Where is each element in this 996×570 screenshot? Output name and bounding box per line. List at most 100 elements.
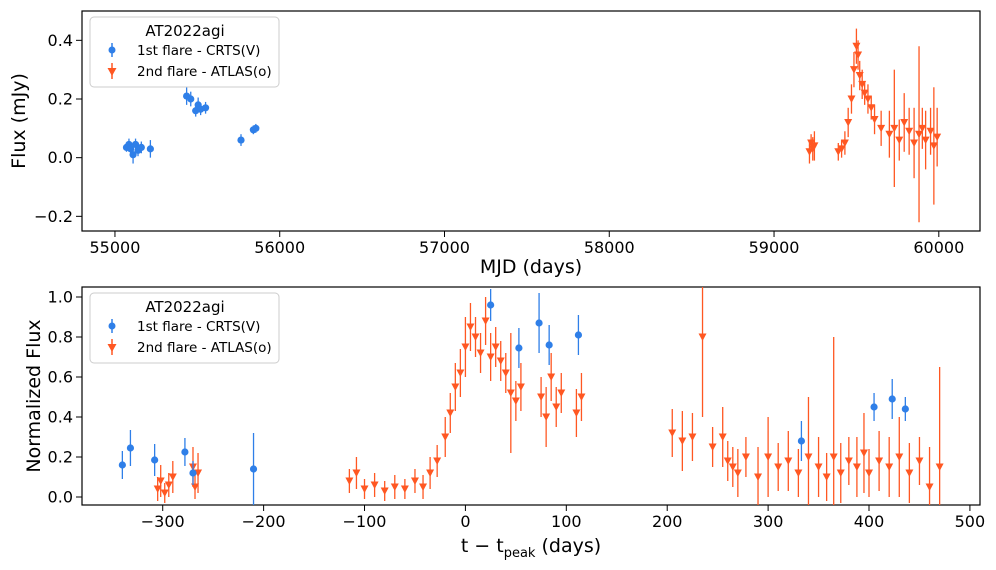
data-point <box>352 469 361 477</box>
data-point <box>870 116 879 124</box>
legend-label-crts: 1st flare - CRTS(V) <box>137 319 260 335</box>
data-point <box>698 333 707 341</box>
data-point <box>836 469 845 477</box>
data-point <box>201 104 210 112</box>
y-ticks: 0.0 0.2 0.4 0.6 0.8 1.0 <box>48 288 82 507</box>
data-point <box>852 42 861 51</box>
data-point <box>865 469 874 477</box>
data-point <box>890 124 899 133</box>
data-point <box>925 483 934 491</box>
legend-marker-crts <box>108 43 116 57</box>
series-crts <box>122 87 260 164</box>
data-point <box>451 383 460 391</box>
x-ticks: −300 −200 −100 0 100 200 300 400 500 <box>141 505 985 531</box>
y-tick-label: 0.4 <box>48 408 73 427</box>
data-point <box>718 433 727 441</box>
data-point <box>844 118 853 127</box>
data-point <box>900 118 909 127</box>
data-point <box>577 393 586 401</box>
data-point <box>181 448 189 456</box>
data-point <box>146 145 154 153</box>
legend: AT2022agi 1st flare - CRTS(V) 2nd flare … <box>89 16 280 88</box>
legend-title: AT2022agi <box>145 22 224 40</box>
x-tick-label: 400 <box>854 512 885 531</box>
legend-marker-atlas <box>107 339 117 355</box>
data-point <box>511 397 520 405</box>
data-point <box>895 136 904 145</box>
data-point <box>810 142 819 150</box>
data-point <box>360 485 369 493</box>
data-point <box>515 344 523 352</box>
data-point <box>849 66 858 74</box>
data-point <box>935 463 944 471</box>
data-point <box>859 449 868 457</box>
x-ticks: 55000 56000 57000 58000 59000 60000 <box>90 231 964 257</box>
data-point <box>764 453 773 461</box>
data-point <box>491 343 500 351</box>
y-tick-label: 0.0 <box>48 148 73 167</box>
data-point <box>126 444 135 452</box>
data-point <box>426 469 435 477</box>
y-tick-label: 0.2 <box>48 448 73 467</box>
panel-normalized: −300 −200 −100 0 100 200 300 400 500 0.00.20.40.… <box>23 286 985 561</box>
data-point <box>542 413 551 421</box>
legend-label-atlas: 2nd flare - ATLAS(o) <box>137 340 272 356</box>
legend: AT2022agi 1st flare - CRTS(V) 2nd flare … <box>89 292 280 364</box>
legend-frame <box>89 16 280 88</box>
data-point <box>557 389 566 397</box>
data-point <box>168 473 177 481</box>
plot-frame <box>81 286 981 506</box>
data-point <box>754 473 763 481</box>
data-point <box>668 429 677 437</box>
data-point <box>905 469 914 477</box>
data-point <box>574 331 583 339</box>
data-point <box>860 89 869 98</box>
data-point <box>844 457 853 465</box>
data-point <box>466 323 475 331</box>
data-point <box>156 477 165 485</box>
legend-frame <box>89 292 280 364</box>
data-point <box>837 145 846 153</box>
data-point <box>345 477 354 485</box>
data-point <box>852 463 861 471</box>
data-marks <box>118 287 944 505</box>
legend-marker-atlas <box>107 63 117 79</box>
data-point <box>151 456 159 464</box>
data-point <box>885 130 894 139</box>
data-point <box>486 353 495 361</box>
data-point <box>915 130 924 139</box>
data-point <box>877 124 886 133</box>
legend-marker-crts <box>108 319 116 333</box>
x-tick-label: −100 <box>343 512 387 531</box>
data-point <box>164 481 173 489</box>
data-point <box>252 124 260 132</box>
data-point <box>678 437 687 445</box>
data-point <box>237 136 245 144</box>
data-point <box>901 405 909 413</box>
data-point <box>905 127 914 136</box>
data-point <box>774 463 783 471</box>
data-point <box>476 349 485 357</box>
x-tick-label: 59000 <box>749 238 800 257</box>
data-point <box>552 403 561 411</box>
legend-title: AT2022agi <box>145 298 224 316</box>
x-tick-label: 56000 <box>254 238 305 257</box>
data-point <box>481 317 490 325</box>
data-point <box>688 433 697 441</box>
data-point <box>545 341 553 349</box>
data-point <box>915 457 924 465</box>
data-point <box>733 469 742 477</box>
y-tick-label: −0.2 <box>34 207 73 226</box>
data-point <box>708 443 717 451</box>
data-point <box>885 463 894 471</box>
legend-label-atlas: 2nd flare - ATLAS(o) <box>137 64 272 80</box>
x-axis-label: MJD (days) <box>480 256 582 278</box>
data-point <box>933 133 942 142</box>
data-point <box>572 409 581 417</box>
data-point <box>496 357 505 365</box>
data-point <box>723 457 732 465</box>
x-tick-label: 200 <box>652 512 683 531</box>
data-point <box>910 139 919 147</box>
data-point <box>137 143 145 151</box>
data-point <box>547 373 556 381</box>
